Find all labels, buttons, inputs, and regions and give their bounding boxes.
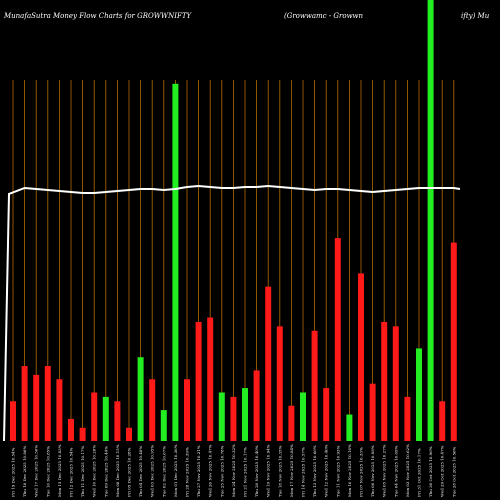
x-tick-label: Tue 09 Dec 2025 10.44% (103, 446, 108, 497)
x-tick-label: Tue 25 Nov 2025 10.78% (219, 445, 224, 497)
money-flow-bar (334, 238, 341, 441)
money-flow-bar (44, 366, 51, 441)
x-tick-label: Fri 31 Oct 2025 10.17% (417, 448, 422, 497)
money-flow-bar (404, 396, 411, 441)
x-tick-label: Mon 10 Nov 2025 10.16% (347, 444, 352, 497)
money-flow-bar (207, 317, 214, 441)
x-tick-label: Wed 19 Nov 2025 10.94% (266, 444, 271, 497)
x-tick-label: Wed 12 Nov 2025 10.40% (324, 444, 329, 497)
money-flow-bar (369, 383, 376, 441)
money-flow-bar (288, 405, 295, 441)
money-flow-bar (450, 242, 457, 441)
x-tick-label: Tue 11 Nov 2025 10.93% (335, 445, 340, 497)
money-flow-bar (416, 348, 422, 441)
money-flow-bar (253, 370, 260, 441)
money-flow-bar (300, 392, 306, 441)
x-tick-label: Thu 20 Nov 2025 10.40% (254, 445, 259, 497)
money-flow-bar (56, 379, 63, 441)
x-tick-label: Mon 01 Dec 2025 10.36% (173, 444, 178, 497)
money-flow-bar (21, 366, 28, 441)
x-tick-label: Mon 03 Nov 2025 10.62% (405, 444, 410, 497)
x-tick-label: Wed 03 Dec 2025 10.95% (150, 445, 155, 497)
money-flow-bar (91, 392, 98, 441)
x-tick-label: Thu 18 Dec 2025 10.86% (22, 446, 27, 497)
x-tick-label: Wed 17 Dec 2025 10.56% (34, 445, 39, 497)
x-tick-label: Tue 18 Nov 2025 10.35% (277, 445, 282, 497)
money-flow-bar (358, 273, 364, 441)
chart-title-right: ifty) Mu (461, 12, 490, 20)
x-tick-label: Wed 29 Oct 2025 10.47% (440, 445, 445, 497)
money-flow-bar (79, 427, 86, 441)
x-tick-label: Thu 13 Nov 2025 10.66% (312, 445, 317, 497)
x-tick-label: Thu 04 Dec 2025 10.48% (138, 446, 143, 497)
x-tick-label: Mon 24 Nov 2025 10.32% (231, 444, 236, 497)
price-line (3, 184, 461, 442)
x-tick-label: Fri 12 Dec 2025 10.54% (69, 447, 74, 497)
x-tick-label: Wed 10 Dec 2025 10.26% (92, 445, 97, 497)
money-flow-bar (242, 388, 248, 441)
money-flow-bar (195, 321, 202, 441)
bars (10, 0, 457, 441)
x-tick-label: Thu 30 Oct 2025 10.96% (428, 446, 433, 497)
money-flow-bar (184, 379, 190, 441)
x-tick-label: Wed 05 Nov 2025 10.27% (382, 444, 387, 497)
x-tick-label: Mon 15 Dec 2025 10.83% (57, 444, 62, 497)
x-tick-label: Fri 07 Nov 2025 10.33% (359, 447, 364, 497)
money-flow-bar (265, 286, 272, 441)
x-tick-label: Fri 19 Dec 2025 10.54% (11, 447, 16, 497)
money-flow-bar (218, 392, 225, 441)
x-tick-label: Tue 16 Dec 2025 10.85% (45, 446, 50, 497)
x-tick-label: Thu 11 Dec 2025 10.17% (80, 446, 85, 497)
money-flow-bar (230, 396, 237, 441)
money-flow-bar (137, 357, 144, 441)
money-flow-bar (439, 401, 446, 441)
x-tick-label: Thu 06 Nov 2025 10.08% (370, 445, 375, 497)
money-flow-bar (149, 379, 156, 441)
money-flow-bar (323, 388, 330, 441)
chart-title: MunafaSutra Money Flow Charts for GROWWN… (3, 12, 193, 20)
money-flow-bar (346, 414, 353, 441)
x-tick-label: Tue 28 Oct 2025 10.56% (451, 446, 456, 497)
money-flow-bar (102, 396, 109, 441)
money-flow-bar (33, 374, 40, 441)
x-tick-label: Fri 14 Nov 2025 10.57% (301, 447, 306, 497)
x-tick-label: Fri 21 Nov 2025 10.17% (243, 447, 248, 497)
x-tick-labels: Fri 19 Dec 2025 10.54% Thu 18 Dec 2025 10… (11, 444, 457, 497)
money-flow-bar (10, 401, 16, 441)
x-tick-label: Fri 28 Nov 2025 10.39% (185, 447, 190, 497)
money-flow-bar (114, 401, 121, 441)
money-flow-bar (381, 321, 388, 441)
money-flow-bar (68, 418, 74, 441)
money-flow-bar (172, 83, 179, 441)
x-tick-label: Tue 04 Nov 2025 10.09% (393, 445, 398, 497)
x-tick-label: Tue 02 Dec 2025 10.67% (161, 446, 166, 497)
x-tick-label: Fri 05 Dec 2025 10.28% (127, 447, 132, 497)
money-flow-bar (160, 410, 167, 441)
chart-subtitle: (Growwamc - Growwn (284, 12, 364, 20)
x-tick-label: Wed 26 Nov 2025 10.47% (208, 444, 213, 497)
x-tick-label: Thu 27 Nov 2025 10.21% (196, 445, 201, 497)
money-flow-bar (427, 0, 434, 441)
money-flow-bar (126, 427, 132, 441)
money-flow-bar (392, 326, 399, 441)
money-flow-bar (311, 330, 318, 441)
x-tick-label: Mon 17 Nov 2025 10.84% (289, 444, 294, 497)
x-tick-label: Mon 08 Dec 2025 10.15% (115, 444, 120, 497)
money-flow-bar (276, 326, 283, 441)
